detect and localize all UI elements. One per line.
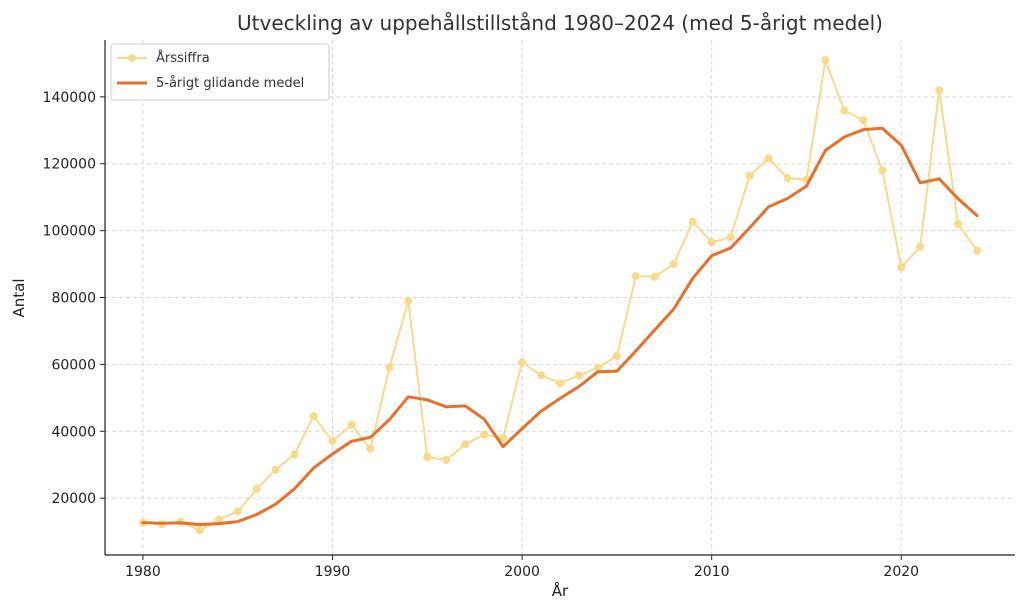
data-point [518, 358, 527, 367]
data-point [233, 507, 242, 516]
legend-label-arssiffra: Årssiffra [156, 50, 210, 66]
data-point [878, 166, 887, 175]
y-tick-label: 100000 [43, 224, 96, 240]
data-point [650, 272, 659, 281]
data-point [575, 371, 583, 380]
data-point [423, 453, 432, 461]
data-point [669, 260, 678, 269]
y-axis-label: Antal [10, 278, 28, 317]
data-point [309, 412, 318, 421]
y-tick-label: 20000 [51, 491, 96, 507]
data-point [214, 515, 223, 524]
data-point [593, 363, 602, 372]
data-point [556, 379, 564, 388]
data-point [290, 450, 299, 459]
data-point [366, 444, 375, 453]
series-line-moving-average [141, 126, 979, 527]
data-point [859, 116, 868, 125]
x-tick-label: 1990 [315, 564, 351, 580]
data-point [271, 465, 280, 474]
x-tick-label: 1980 [125, 564, 161, 580]
data-point [328, 437, 337, 445]
data-point [764, 154, 773, 163]
y-tick-label: 60000 [51, 357, 96, 373]
x-tick-label: 2000 [504, 564, 540, 580]
y-tick-label: 140000 [43, 90, 96, 106]
data-point [195, 526, 204, 535]
data-point [461, 440, 470, 449]
data-point [385, 363, 394, 372]
x-tick-label: 2010 [694, 564, 730, 580]
data-point [916, 242, 925, 251]
data-point [840, 106, 849, 115]
data-point [821, 56, 830, 65]
data-point [935, 86, 944, 95]
data-point [537, 371, 545, 380]
data-point [499, 434, 508, 442]
data-point [631, 272, 640, 281]
y-tick-label: 120000 [43, 157, 96, 173]
x-axis-label: År [552, 581, 569, 600]
series-layer [138, 56, 982, 535]
data-point [954, 219, 963, 228]
chart-title: Utveckling av uppehållstillstånd 1980–20… [237, 11, 883, 35]
data-point [745, 171, 754, 180]
data-point [783, 174, 792, 183]
data-point [442, 456, 451, 464]
data-point [897, 263, 906, 272]
data-point [404, 296, 413, 305]
series-line-arssiffra [141, 59, 979, 532]
data-point [688, 217, 697, 226]
data-point [726, 233, 735, 242]
y-tick-label: 80000 [51, 291, 96, 307]
legend: Årssiffra 5-årigt glidande medel [110, 43, 330, 101]
data-point [707, 238, 716, 247]
y-tick-label: 40000 [51, 424, 96, 440]
data-point [612, 352, 621, 360]
data-point [973, 246, 982, 255]
data-point [347, 420, 356, 429]
grid [105, 40, 1015, 555]
legend-marker-arssiffra [128, 54, 136, 62]
data-point [480, 430, 489, 439]
data-point [252, 485, 261, 494]
legend-box [110, 43, 330, 101]
ticks: 1980 1990 2000 2010 2020 20000 40000 60000 80000… [43, 90, 920, 580]
x-tick-label: 2020 [883, 564, 919, 580]
legend-label-moving-average: 5-årigt glidande medel [156, 76, 304, 91]
